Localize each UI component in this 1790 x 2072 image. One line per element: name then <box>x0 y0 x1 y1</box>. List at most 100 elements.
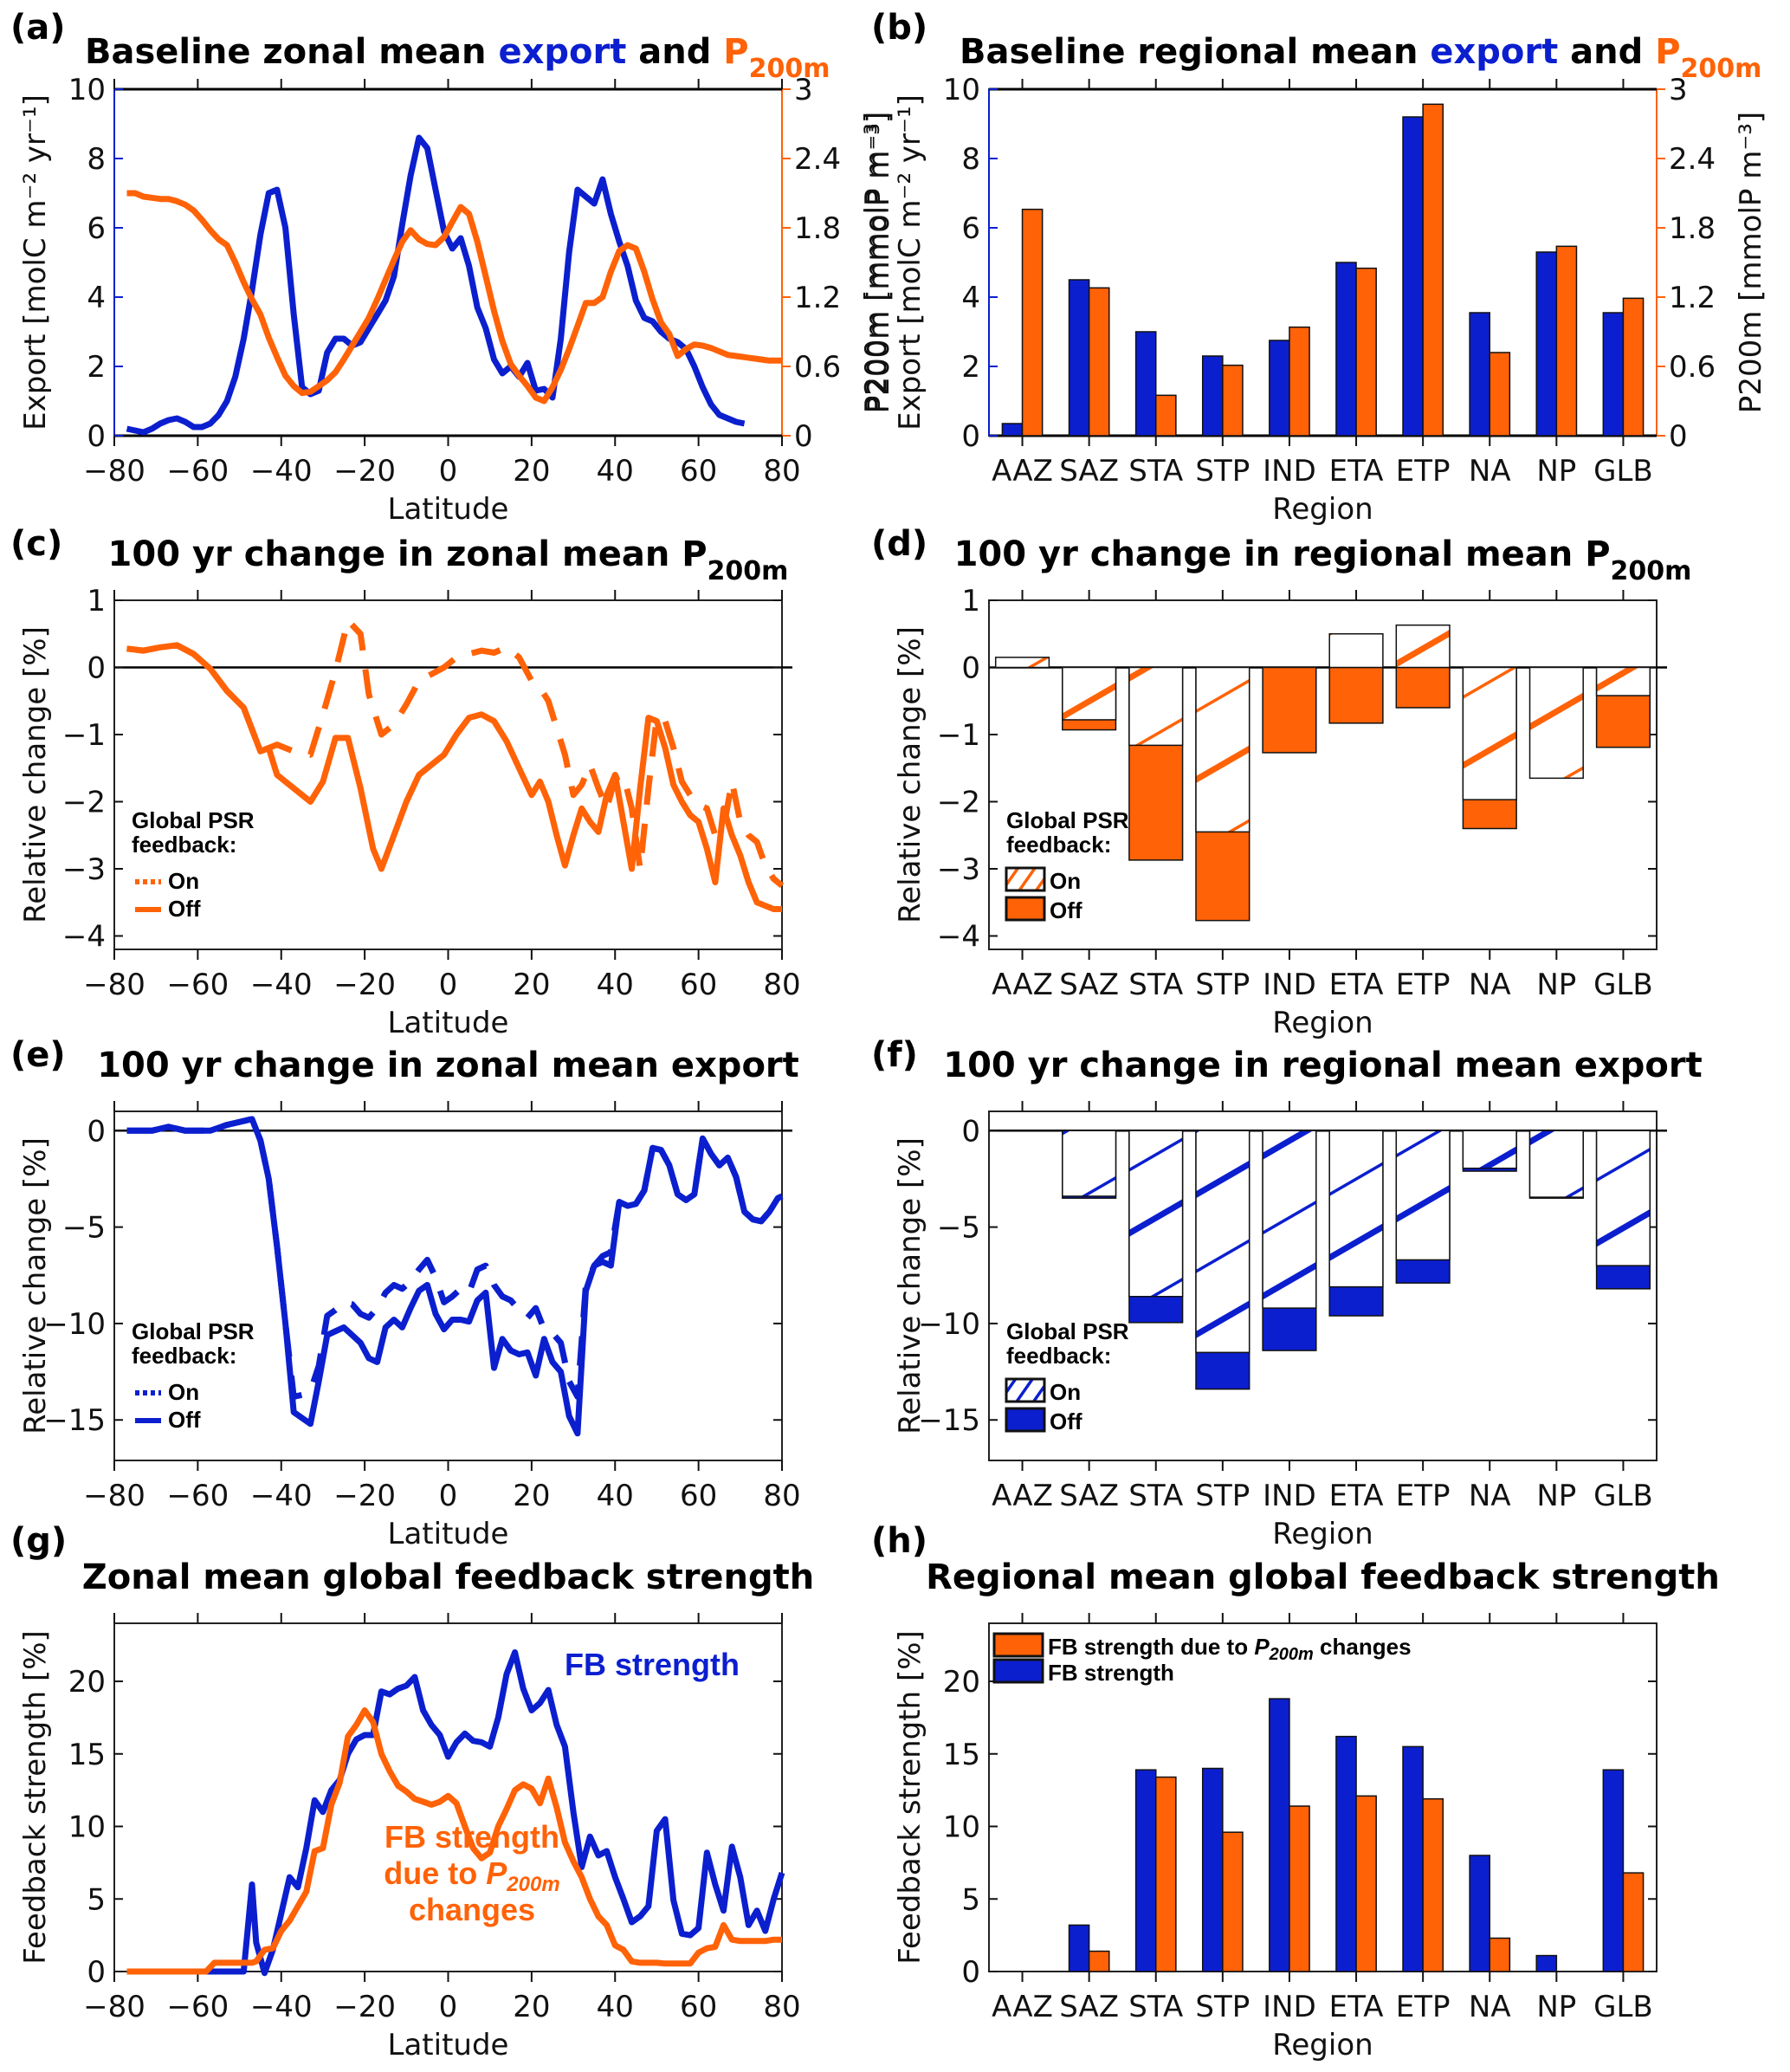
x-tick-label: GLB <box>1593 1990 1653 2024</box>
plot-frame <box>988 1110 1658 1461</box>
bar-fb-strength <box>1269 1698 1290 1972</box>
legend-on-swatch <box>1005 1377 1046 1403</box>
panel-label: (f) <box>871 1035 918 1075</box>
x-tick-label: AAZ <box>992 968 1053 1002</box>
annotation-text-part: 200m <box>506 1873 559 1896</box>
bar-export <box>1134 331 1157 437</box>
bar-fb-strength <box>1535 1954 1558 1972</box>
annotation-text-part: P <box>486 1855 507 1891</box>
y-tick-label: 0 <box>961 1955 980 1990</box>
bar-export <box>1402 116 1424 437</box>
x-tick-label: NA <box>1469 968 1511 1002</box>
bar-fb-strength-due-to-p200m-changes <box>1355 1795 1377 1972</box>
right-tick-label: 1.8 <box>1669 211 1716 246</box>
legend-label-p200m: FB strength due to P200m changes <box>1048 1634 1412 1664</box>
y-tick-label: −5 <box>62 1211 106 1246</box>
x-tick-label: STA <box>1128 968 1183 1002</box>
y-tick-label: 0 <box>87 419 106 454</box>
x-tick-label: 0 <box>439 1479 458 1513</box>
legend-title: Global PSR <box>132 1318 255 1344</box>
y-tick-label: −5 <box>937 1211 980 1246</box>
bar-off <box>1395 666 1451 709</box>
title-part: 100 yr change in regional mean export <box>943 1046 1702 1085</box>
bar-on <box>994 657 1050 669</box>
x-tick-label: ETP <box>1396 968 1451 1002</box>
y-tick-label: 0 <box>961 419 980 454</box>
legend-label-fb: FB strength <box>1048 1660 1174 1686</box>
bar-export <box>1469 312 1490 437</box>
x-tick-label: −60 <box>166 1479 229 1513</box>
title-part: P <box>1655 32 1680 72</box>
y-axis-label: Export [molC m⁻² yr⁻¹] <box>18 94 53 431</box>
x-tick-label: −20 <box>333 1990 396 2024</box>
title-part: 100 yr change in zonal mean export <box>97 1046 799 1085</box>
y-tick-label: 1 <box>87 584 106 618</box>
x-tick-label: IND <box>1263 968 1316 1002</box>
x-tick-label: GLB <box>1593 454 1653 489</box>
panel-label: (e) <box>10 1035 66 1075</box>
right-tick-label: 0 <box>794 419 813 454</box>
legend-on-label: On <box>1050 868 1081 894</box>
bar-fb-strength <box>1134 1769 1157 1972</box>
y-tick-label: −4 <box>62 920 106 955</box>
x-tick-label: NA <box>1469 454 1511 489</box>
bar-on <box>1195 1130 1250 1354</box>
panel-b: 0 2 4 6 8 10 0 0.6 1.2 1.8 2.4 3 AAZ SAZ STA STP IND ETA E… <box>862 8 1768 527</box>
right-tick-label: 2.4 <box>794 142 841 177</box>
x-tick-label: −80 <box>83 1990 145 2024</box>
bar-on <box>1595 666 1651 696</box>
bar-off <box>1262 666 1317 754</box>
x-tick-label: −40 <box>250 1990 313 2024</box>
legend-title: Global PSR <box>1006 1318 1129 1344</box>
y-tick-label: −3 <box>62 852 106 887</box>
bar-on <box>1462 666 1517 800</box>
legend-swatch-p200m <box>992 1632 1044 1658</box>
panel-title: 100 yr change in zonal mean P200m <box>108 534 789 586</box>
series-line-on <box>126 617 785 889</box>
y-tick-label: 8 <box>87 142 106 177</box>
y-axis-label: Relative change [%] <box>18 1137 53 1434</box>
x-tick-label: 40 <box>597 454 634 489</box>
legend-title: feedback: <box>132 1343 236 1369</box>
title-part: Zonal mean global feedback strength <box>82 1557 815 1597</box>
legend-off-label: Off <box>168 896 201 922</box>
annotation-fb-p200m: changes <box>409 1892 535 1927</box>
bar-fb-strength-due-to-p200m-changes <box>1088 1950 1110 1972</box>
annotation-fb-p200m: due to P200m <box>384 1855 559 1896</box>
x-tick-label: AAZ <box>992 1990 1053 2024</box>
y-tick-label: −3 <box>937 852 980 887</box>
x-tick-label: IND <box>1263 1479 1316 1513</box>
bar-on <box>1528 666 1584 780</box>
x-tick-label: GLB <box>1593 968 1653 1002</box>
x-axis-label: Latitude <box>388 492 509 527</box>
title-part: export <box>1430 32 1558 72</box>
x-tick-label: −80 <box>83 1479 145 1513</box>
x-tick-label: 0 <box>439 1990 458 2024</box>
series-line-fb-strength <box>126 1649 785 1977</box>
legend-title: feedback: <box>132 832 236 858</box>
x-tick-label: −60 <box>166 968 229 1002</box>
bar-export <box>1535 251 1558 437</box>
y-tick-label: 4 <box>87 281 106 315</box>
right-axis-label: P200m [mmolP m⁻³] <box>859 112 894 413</box>
x-tick-label: ETA <box>1329 1479 1384 1513</box>
legend-off-label: Off <box>1050 1408 1082 1434</box>
y-tick-label: 10 <box>68 1810 106 1845</box>
series-line-p200m <box>126 190 782 405</box>
y-tick-label: −10 <box>43 1307 106 1342</box>
legend-on-label: On <box>1050 1379 1081 1405</box>
y-tick-label: −2 <box>937 786 980 820</box>
y-tick-label: 20 <box>68 1665 106 1700</box>
bar-export <box>1001 423 1024 437</box>
x-tick-label: GLB <box>1593 1479 1653 1513</box>
x-tick-label: −20 <box>333 1479 396 1513</box>
title-part: 200m <box>1611 556 1692 586</box>
x-tick-label: AAZ <box>992 454 1053 489</box>
x-tick-label: NP <box>1536 454 1576 489</box>
right-tick-label: 3 <box>794 73 813 107</box>
x-tick-label: −20 <box>333 454 396 489</box>
legend-off-swatch <box>1005 896 1046 922</box>
